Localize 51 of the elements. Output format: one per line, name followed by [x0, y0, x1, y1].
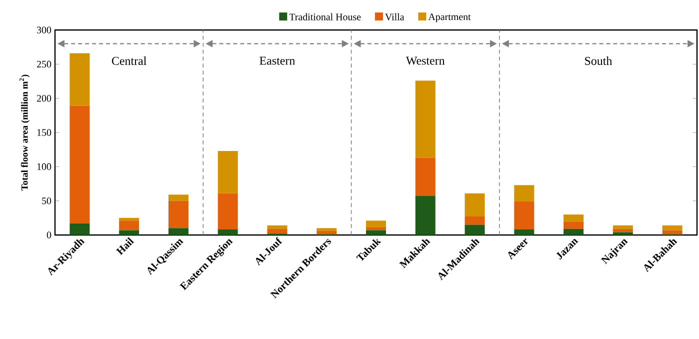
bar — [514, 230, 534, 235]
bar — [119, 230, 140, 235]
bar — [612, 225, 633, 229]
y-tick-label: 300 — [37, 26, 52, 34]
bar — [564, 228, 584, 235]
y-tick-label: 200 — [36, 94, 52, 102]
legend-label: Traditional House — [289, 13, 361, 20]
bar — [415, 80, 436, 158]
bar — [168, 200, 188, 228]
bar — [415, 196, 436, 235]
y-tick-label: 150 — [37, 129, 52, 136]
bar — [316, 228, 337, 231]
bar — [464, 216, 485, 225]
bar — [119, 220, 140, 230]
bar — [168, 194, 188, 201]
bar — [366, 220, 386, 228]
bar — [70, 53, 90, 106]
bar — [70, 106, 90, 224]
bar — [267, 225, 288, 229]
bar — [218, 150, 238, 194]
bar — [612, 232, 633, 235]
bar — [366, 227, 386, 230]
bar — [119, 218, 140, 221]
bar — [218, 230, 238, 235]
bar — [366, 230, 386, 235]
annotation: Eastern — [260, 56, 295, 65]
bar — [70, 223, 90, 235]
bar — [564, 214, 584, 222]
y-tick-label: 0 — [46, 232, 52, 238]
bar — [464, 193, 485, 217]
bar — [218, 193, 238, 230]
bar — [415, 158, 436, 196]
annotation: Western — [406, 56, 445, 65]
bar — [564, 222, 584, 229]
y-axis-title: Total floow area (million m$^{2}$) — [19, 74, 30, 191]
y-tick-label: 250 — [36, 60, 52, 68]
annotation: South — [585, 56, 612, 65]
bar — [612, 228, 633, 232]
y-tick-label: 100 — [37, 163, 52, 170]
legend-label: Villa — [385, 13, 404, 20]
bar — [267, 228, 288, 234]
y-tick-label: 50 — [42, 197, 52, 204]
bar — [662, 225, 682, 230]
bar — [464, 224, 485, 235]
bar — [514, 185, 534, 202]
bar — [514, 202, 534, 230]
annotation: Central — [112, 56, 146, 65]
legend-label: Apartment — [428, 13, 471, 22]
bar — [662, 230, 682, 234]
bar — [316, 230, 337, 234]
bar — [168, 228, 188, 235]
